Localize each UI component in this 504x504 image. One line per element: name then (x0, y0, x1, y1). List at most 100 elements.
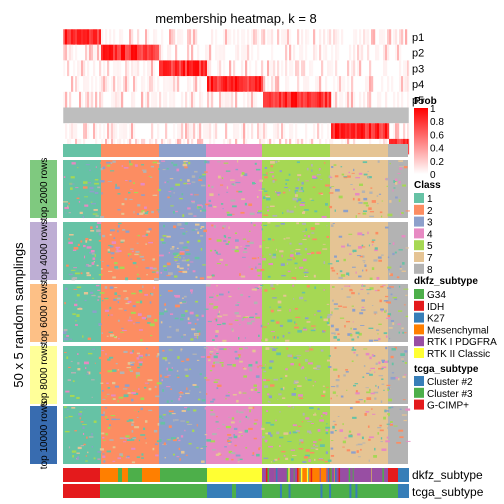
heatmap-cell (144, 386, 147, 389)
heatmap-cell (159, 254, 164, 257)
heatmap-cell (279, 436, 284, 439)
heatmap-cell (157, 211, 160, 213)
heatmap-cell (348, 285, 351, 287)
heatmap-cell (277, 194, 280, 196)
heatmap-cell (251, 257, 257, 260)
heatmap-cell (347, 175, 351, 178)
heatmap-cell (176, 265, 180, 268)
heatmap-cell (136, 374, 141, 377)
heatmap-cell (91, 446, 93, 448)
heatmap-cell (256, 212, 262, 214)
heatmap-cell (79, 211, 83, 215)
heatmap-cell (330, 454, 335, 457)
heatmap-cell (82, 186, 88, 189)
heatmap-cell (157, 422, 160, 426)
prob-cell (119, 60, 122, 77)
tcga-subtype-cell (232, 484, 236, 498)
heatmap-cell (287, 270, 291, 273)
heatmap-cell (174, 275, 178, 278)
heatmap-cell (181, 360, 185, 362)
heatmap-cell (117, 224, 120, 228)
heatmap-cell (394, 298, 398, 301)
prob-cell (325, 44, 328, 61)
prob-cell (355, 29, 358, 45)
heatmap-cell (389, 424, 393, 426)
prob-cell (399, 44, 402, 61)
prob-cell (297, 29, 300, 45)
heatmap-cell (314, 381, 317, 383)
prob-cell (73, 60, 76, 77)
heatmap-cell (393, 180, 396, 183)
heatmap-cell (254, 388, 258, 391)
heatmap-cell (111, 394, 116, 397)
prob-cell (169, 44, 172, 61)
heatmap-cell (248, 366, 253, 368)
heatmap-cell (115, 186, 120, 190)
heatmap-cell (369, 277, 373, 280)
heatmap-cell (363, 261, 366, 263)
heatmap-cell (193, 409, 197, 412)
heatmap-cell (299, 266, 304, 269)
heatmap-cell (284, 187, 289, 189)
heatmap-cell (358, 172, 363, 175)
heatmap-cell (117, 457, 122, 460)
heatmap-cell (294, 191, 297, 194)
heatmap-cell (390, 293, 393, 296)
heatmap-cell (200, 234, 204, 237)
prob-cell (375, 44, 378, 61)
dkfz-subtype-annotation-label: dkfz_subtype (412, 468, 483, 482)
heatmap-cell (132, 305, 136, 308)
heatmap-cell (142, 211, 145, 214)
prob-cell (119, 91, 122, 108)
prob-cell (387, 44, 390, 61)
heatmap-cell (283, 455, 286, 457)
heatmap-cell (199, 277, 205, 280)
heatmap-cell (98, 274, 103, 276)
heatmap-cell (361, 436, 364, 440)
heatmap-cell (332, 391, 336, 394)
heatmap-cell (349, 288, 353, 291)
heatmap-cell (118, 396, 124, 399)
heatmap-cell (282, 334, 285, 338)
heatmap-cell (360, 325, 365, 326)
heatmap-cell (293, 298, 295, 300)
heatmap-cell (362, 269, 364, 272)
heatmap-cell (351, 338, 355, 341)
heatmap-block (101, 284, 159, 342)
heatmap-cell (361, 285, 366, 287)
heatmap-cell (282, 191, 286, 194)
heatmap-cell (118, 222, 122, 225)
prob-cell (271, 44, 274, 61)
dkfz_subtype-legend-swatch (414, 312, 424, 323)
heatmap-cell (349, 290, 353, 292)
heatmap-cell (68, 366, 71, 368)
prob-cell (275, 91, 278, 108)
heatmap-cell (184, 295, 187, 298)
heatmap-cell (321, 394, 325, 397)
class-bar-segment (330, 144, 388, 157)
heatmap-cell (231, 421, 235, 424)
dkfz-subtype-cell (122, 468, 128, 482)
heatmap-cell (228, 416, 230, 418)
heatmap-cell (168, 410, 174, 413)
heatmap-cell (233, 435, 238, 439)
heatmap-cell (92, 213, 98, 215)
heatmap-cell (237, 458, 240, 462)
heatmap-cell (200, 226, 205, 228)
heatmap-cell (334, 308, 339, 310)
prob-cell (179, 123, 182, 139)
prob-tick-label: 0 (430, 170, 436, 181)
heatmap-cell (255, 266, 257, 269)
heatmap-cell (194, 228, 198, 231)
prob-cell (269, 29, 272, 45)
heatmap-cell (193, 194, 199, 196)
heatmap-cell (386, 317, 391, 319)
heatmap-cell (353, 168, 355, 172)
prob-cell (139, 44, 142, 61)
prob-cell (105, 44, 108, 61)
heatmap-cell (135, 301, 140, 304)
heatmap-cell (75, 320, 77, 322)
heatmap-cell (110, 229, 115, 232)
heatmap-cell (326, 386, 329, 388)
